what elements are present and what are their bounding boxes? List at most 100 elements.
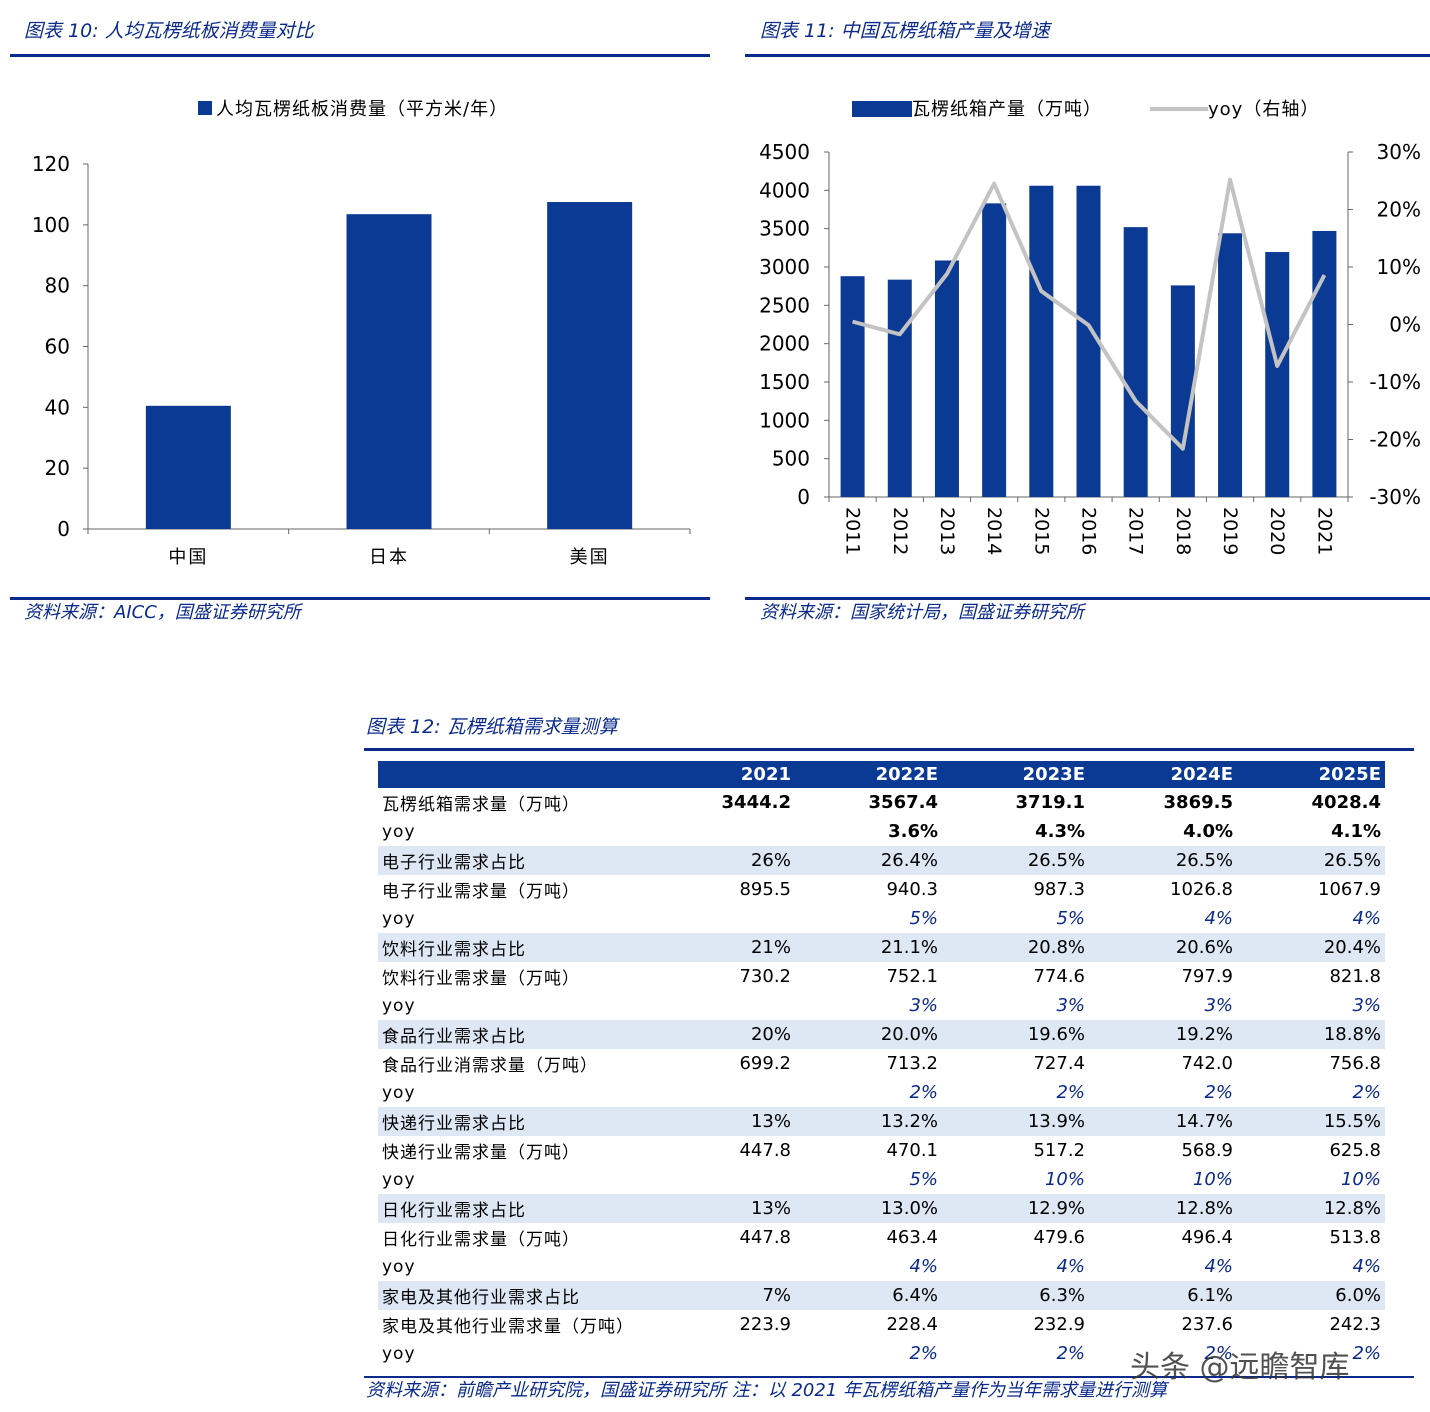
fig12-bottom-rule xyxy=(364,1376,1414,1378)
legend-label-bar: 瓦楞纸箱产量（万吨） xyxy=(912,99,1102,120)
table-row: 食品行业需求占比 20% 20.0% 19.6% 19.2% 18.8% xyxy=(378,1020,1385,1049)
table-row: 饮料行业需求占比 21% 21.1% 20.8% 20.6% 20.4% xyxy=(378,933,1385,962)
x-tick-label: 2011 xyxy=(842,507,864,555)
table-cell: 2% xyxy=(1056,1082,1085,1103)
table-cell: 20% xyxy=(678,1020,795,1049)
y-tick-label: 3500 xyxy=(759,217,810,241)
table-cell: 625.8 xyxy=(1329,1140,1381,1161)
column-header: 2022E xyxy=(795,761,942,788)
column-header xyxy=(378,761,678,788)
fig10-bottom-rule xyxy=(10,597,710,600)
table-row: 日化行业需求占比 13% 13.0% 12.9% 12.8% 12.8% xyxy=(378,1194,1385,1223)
column-header: 2024E xyxy=(1089,761,1237,788)
fig11-source: 资料来源：国家统计局，国盛证券研究所 xyxy=(760,602,1084,623)
fig11-title: 图表 11: 中国瓦楞纸箱产量及增速 xyxy=(760,20,1050,42)
bar xyxy=(887,279,912,497)
y-tick-label: 0 xyxy=(797,485,810,509)
fig11-bottom-rule xyxy=(745,597,1430,600)
x-tick-label: 2013 xyxy=(936,507,958,555)
bar xyxy=(1123,227,1148,497)
watermark: 头条 @远瞻智库 xyxy=(1130,1350,1350,1385)
table-cell: 242.3 xyxy=(1329,1314,1381,1335)
table-cell: 20.0% xyxy=(795,1020,942,1049)
table-cell: 21.1% xyxy=(795,933,942,962)
legend-label-line: yoy（右轴） xyxy=(1208,99,1319,120)
y-tick-label: 0 xyxy=(57,517,70,541)
row-label: 食品行业需求占比 xyxy=(378,1020,678,1049)
legend-swatch xyxy=(198,101,212,115)
y-tick-label: 120 xyxy=(32,152,70,176)
table-cell: 987.3 xyxy=(1033,879,1085,900)
table-cell: 18.8% xyxy=(1237,1020,1385,1049)
table-row: yoy 4% 4% 4% 4% xyxy=(378,1252,1385,1281)
column-header: 2023E xyxy=(942,761,1089,788)
row-label: 电子行业需求占比 xyxy=(378,846,678,875)
table-cell: 463.4 xyxy=(886,1227,938,1248)
y-tick-label: 80 xyxy=(45,274,70,298)
legend-swatch-bar xyxy=(852,101,912,117)
row-label: yoy xyxy=(382,908,416,929)
table-cell: 4% xyxy=(1352,1256,1381,1277)
y-tick-label: 1000 xyxy=(759,408,810,432)
table-cell: 1067.9 xyxy=(1318,879,1381,900)
table-cell: 237.6 xyxy=(1181,1314,1233,1335)
fig11-top-rule xyxy=(745,54,1430,57)
row-label: yoy xyxy=(382,1082,416,1103)
table-cell: 6.4% xyxy=(795,1281,942,1310)
table-row: yoy 5% 5% 4% 4% xyxy=(378,904,1385,933)
table-cell: 3444.2 xyxy=(721,792,791,813)
y-tick-label: 60 xyxy=(45,335,70,359)
table-cell: 3% xyxy=(909,995,938,1016)
bar xyxy=(547,202,633,530)
x-tick-label: 中国 xyxy=(168,547,208,568)
table-cell: 2% xyxy=(1204,1082,1233,1103)
table-cell: 447.8 xyxy=(739,1140,791,1161)
table-cell: 4.0% xyxy=(1183,821,1233,842)
row-label: yoy xyxy=(382,1343,416,1364)
table-cell: 10% xyxy=(1044,1169,1085,1190)
fig11-chart: 0 500 1000 1500 2000 2500 3000 3500 4000 4500 -30%… xyxy=(759,99,1421,555)
table-cell: 756.8 xyxy=(1329,1053,1381,1074)
table-row: 家电及其他行业需求占比 7% 6.4% 6.3% 6.1% 6.0% xyxy=(378,1281,1385,1310)
table-cell: 4% xyxy=(1056,1256,1085,1277)
table-cell: 5% xyxy=(909,908,938,929)
table-cell: 3% xyxy=(1352,995,1381,1016)
bar xyxy=(1029,185,1054,497)
table-cell: 3% xyxy=(1204,995,1233,1016)
table-cell: 5% xyxy=(1056,908,1085,929)
table-cell: 26.5% xyxy=(1089,846,1237,875)
table-cell: 470.1 xyxy=(886,1140,938,1161)
table-cell: 895.5 xyxy=(739,879,791,900)
table-cell: 5% xyxy=(909,1169,938,1190)
row-label: 日化行业需求占比 xyxy=(378,1194,678,1223)
table-cell: 13.9% xyxy=(942,1107,1089,1136)
row-label: 快递行业需求占比 xyxy=(378,1107,678,1136)
fig12-title: 图表 12: 瓦楞纸箱需求量测算 xyxy=(366,716,618,738)
table-cell: 742.0 xyxy=(1181,1053,1233,1074)
table-cell: 4.1% xyxy=(1331,821,1381,842)
table-cell: 4% xyxy=(1204,1256,1233,1277)
row-label: 电子行业需求量（万吨） xyxy=(382,882,580,902)
bar xyxy=(145,405,231,529)
table-cell xyxy=(678,904,795,933)
table-row: 瓦楞纸箱需求量（万吨） 3444.2 3567.4 3719.1 3869.5 4028.… xyxy=(378,788,1385,817)
bar xyxy=(1170,285,1195,497)
legend-label: 人均瓦楞纸板消费量（平方米/年） xyxy=(216,99,508,120)
table-row: 食品行业消需求量（万吨） 699.2 713.2 727.4 742.0 756.8 xyxy=(378,1049,1385,1078)
table-cell: 4.3% xyxy=(1035,821,1085,842)
table-cell: 12.8% xyxy=(1089,1194,1237,1223)
x-tick-label: 2015 xyxy=(1030,507,1052,555)
table-cell: 730.2 xyxy=(739,966,791,987)
row-label: 瓦楞纸箱需求量（万吨） xyxy=(382,795,580,815)
x-tick-label: 2019 xyxy=(1219,507,1241,555)
table-row: 电子行业需求占比 26% 26.4% 26.5% 26.5% 26.5% xyxy=(378,846,1385,875)
x-tick-label: 2020 xyxy=(1266,507,1288,555)
table-cell: 4% xyxy=(909,1256,938,1277)
table-cell: 699.2 xyxy=(739,1053,791,1074)
x-tick-label: 2018 xyxy=(1172,507,1194,555)
table-cell: 2% xyxy=(1056,1343,1085,1364)
table-cell: 3869.5 xyxy=(1163,792,1233,813)
row-label: 家电及其他行业需求量（万吨） xyxy=(382,1317,634,1337)
table-cell: 6.1% xyxy=(1089,1281,1237,1310)
table-cell: 15.5% xyxy=(1237,1107,1385,1136)
